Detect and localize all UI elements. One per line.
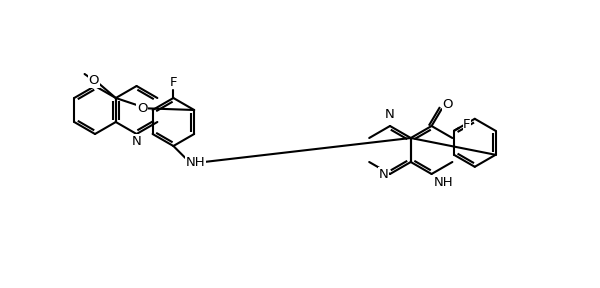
Text: F: F — [170, 75, 177, 88]
Text: N: N — [131, 135, 142, 148]
Text: NH: NH — [434, 176, 453, 189]
Text: NH: NH — [185, 156, 205, 170]
Text: F: F — [463, 118, 471, 131]
Text: N: N — [385, 108, 395, 121]
Text: N: N — [378, 168, 388, 181]
Text: O: O — [137, 102, 148, 115]
Text: O: O — [442, 98, 453, 111]
Text: O: O — [89, 74, 99, 87]
